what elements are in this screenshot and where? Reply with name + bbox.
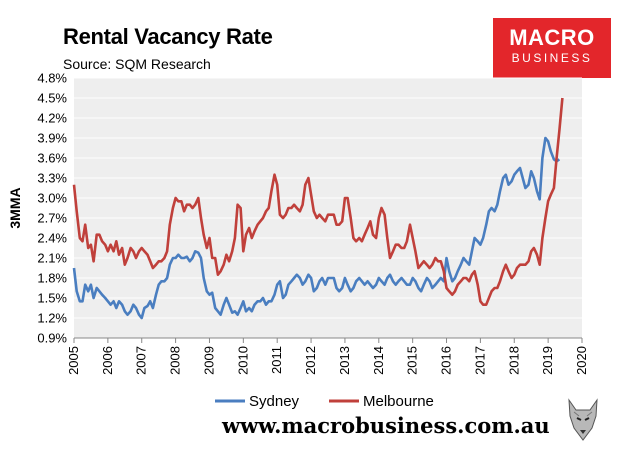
x-tick-label: 2014 (371, 346, 386, 375)
y-tick-label: 2.1% (37, 251, 67, 266)
x-tick-label: 2012 (303, 346, 318, 375)
y-tick-label: 3.3% (37, 171, 67, 186)
x-tick-label: 2011 (269, 346, 284, 374)
y-tick-label: 1.5% (37, 291, 67, 306)
x-tick-label: 2010 (235, 346, 250, 375)
x-tick-label: 2018 (506, 346, 521, 375)
logo-line-1: MACRO (509, 25, 595, 50)
legend-label-sydney: Sydney (249, 393, 300, 410)
x-tick-label: 2009 (201, 346, 216, 375)
x-tick-label: 2016 (439, 346, 454, 375)
y-tick-label: 4.8% (37, 71, 67, 86)
chart-title: Rental Vacancy Rate (63, 24, 273, 49)
x-tick-label: 2007 (134, 346, 149, 375)
x-tick-label: 2005 (66, 346, 81, 375)
y-tick-label: 4.5% (37, 91, 67, 106)
x-tick-label: 2015 (405, 346, 420, 375)
y-axis-label: 3MMA (7, 187, 23, 228)
y-axis-ticks: 0.9% 1.2% 1.5% 1.8% 2.1% 2.4% 2.7% 3.0% 3.3% 3.6%… (37, 71, 67, 346)
x-tick-label: 2006 (100, 346, 115, 375)
macrobusiness-logo: MACRO BUSINESS (493, 18, 611, 78)
y-tick-label: 4.2% (37, 111, 67, 126)
x-tick-label: 2013 (337, 346, 352, 375)
y-tick-label: 2.4% (37, 231, 67, 246)
y-tick-label: 1.2% (37, 311, 67, 326)
y-tick-label: 3.6% (37, 151, 67, 166)
y-tick-label: 2.7% (37, 211, 67, 226)
series-line-sydney (72, 136, 561, 320)
footer-url: www.macrobusiness.com.au (222, 413, 550, 438)
y-tick-label: 3.9% (37, 131, 67, 146)
legend-label-melbourne: Melbourne (363, 393, 434, 410)
x-tick-label: 2008 (168, 346, 183, 375)
wolf-mascot-icon (568, 398, 598, 441)
legend: Sydney Melbourne (215, 393, 434, 410)
chart-subtitle: Source: SQM Research (63, 56, 211, 72)
series-lines (72, 97, 564, 320)
y-tick-label: 0.9% (37, 331, 67, 346)
x-tick-label: 2017 (472, 346, 487, 375)
plot-area (74, 78, 582, 338)
y-tick-label: 3.0% (37, 191, 67, 206)
x-axis-ticks: 2005 2006 2007 2008 2009 2010 2011 2012 2013 2014… (66, 337, 589, 375)
x-tick-label: 2019 (540, 346, 555, 375)
series-line-melbourne (72, 97, 564, 306)
y-tick-label: 1.8% (37, 271, 67, 286)
x-tick-label: 2020 (574, 346, 589, 375)
logo-line-2: BUSINESS (511, 51, 593, 65)
